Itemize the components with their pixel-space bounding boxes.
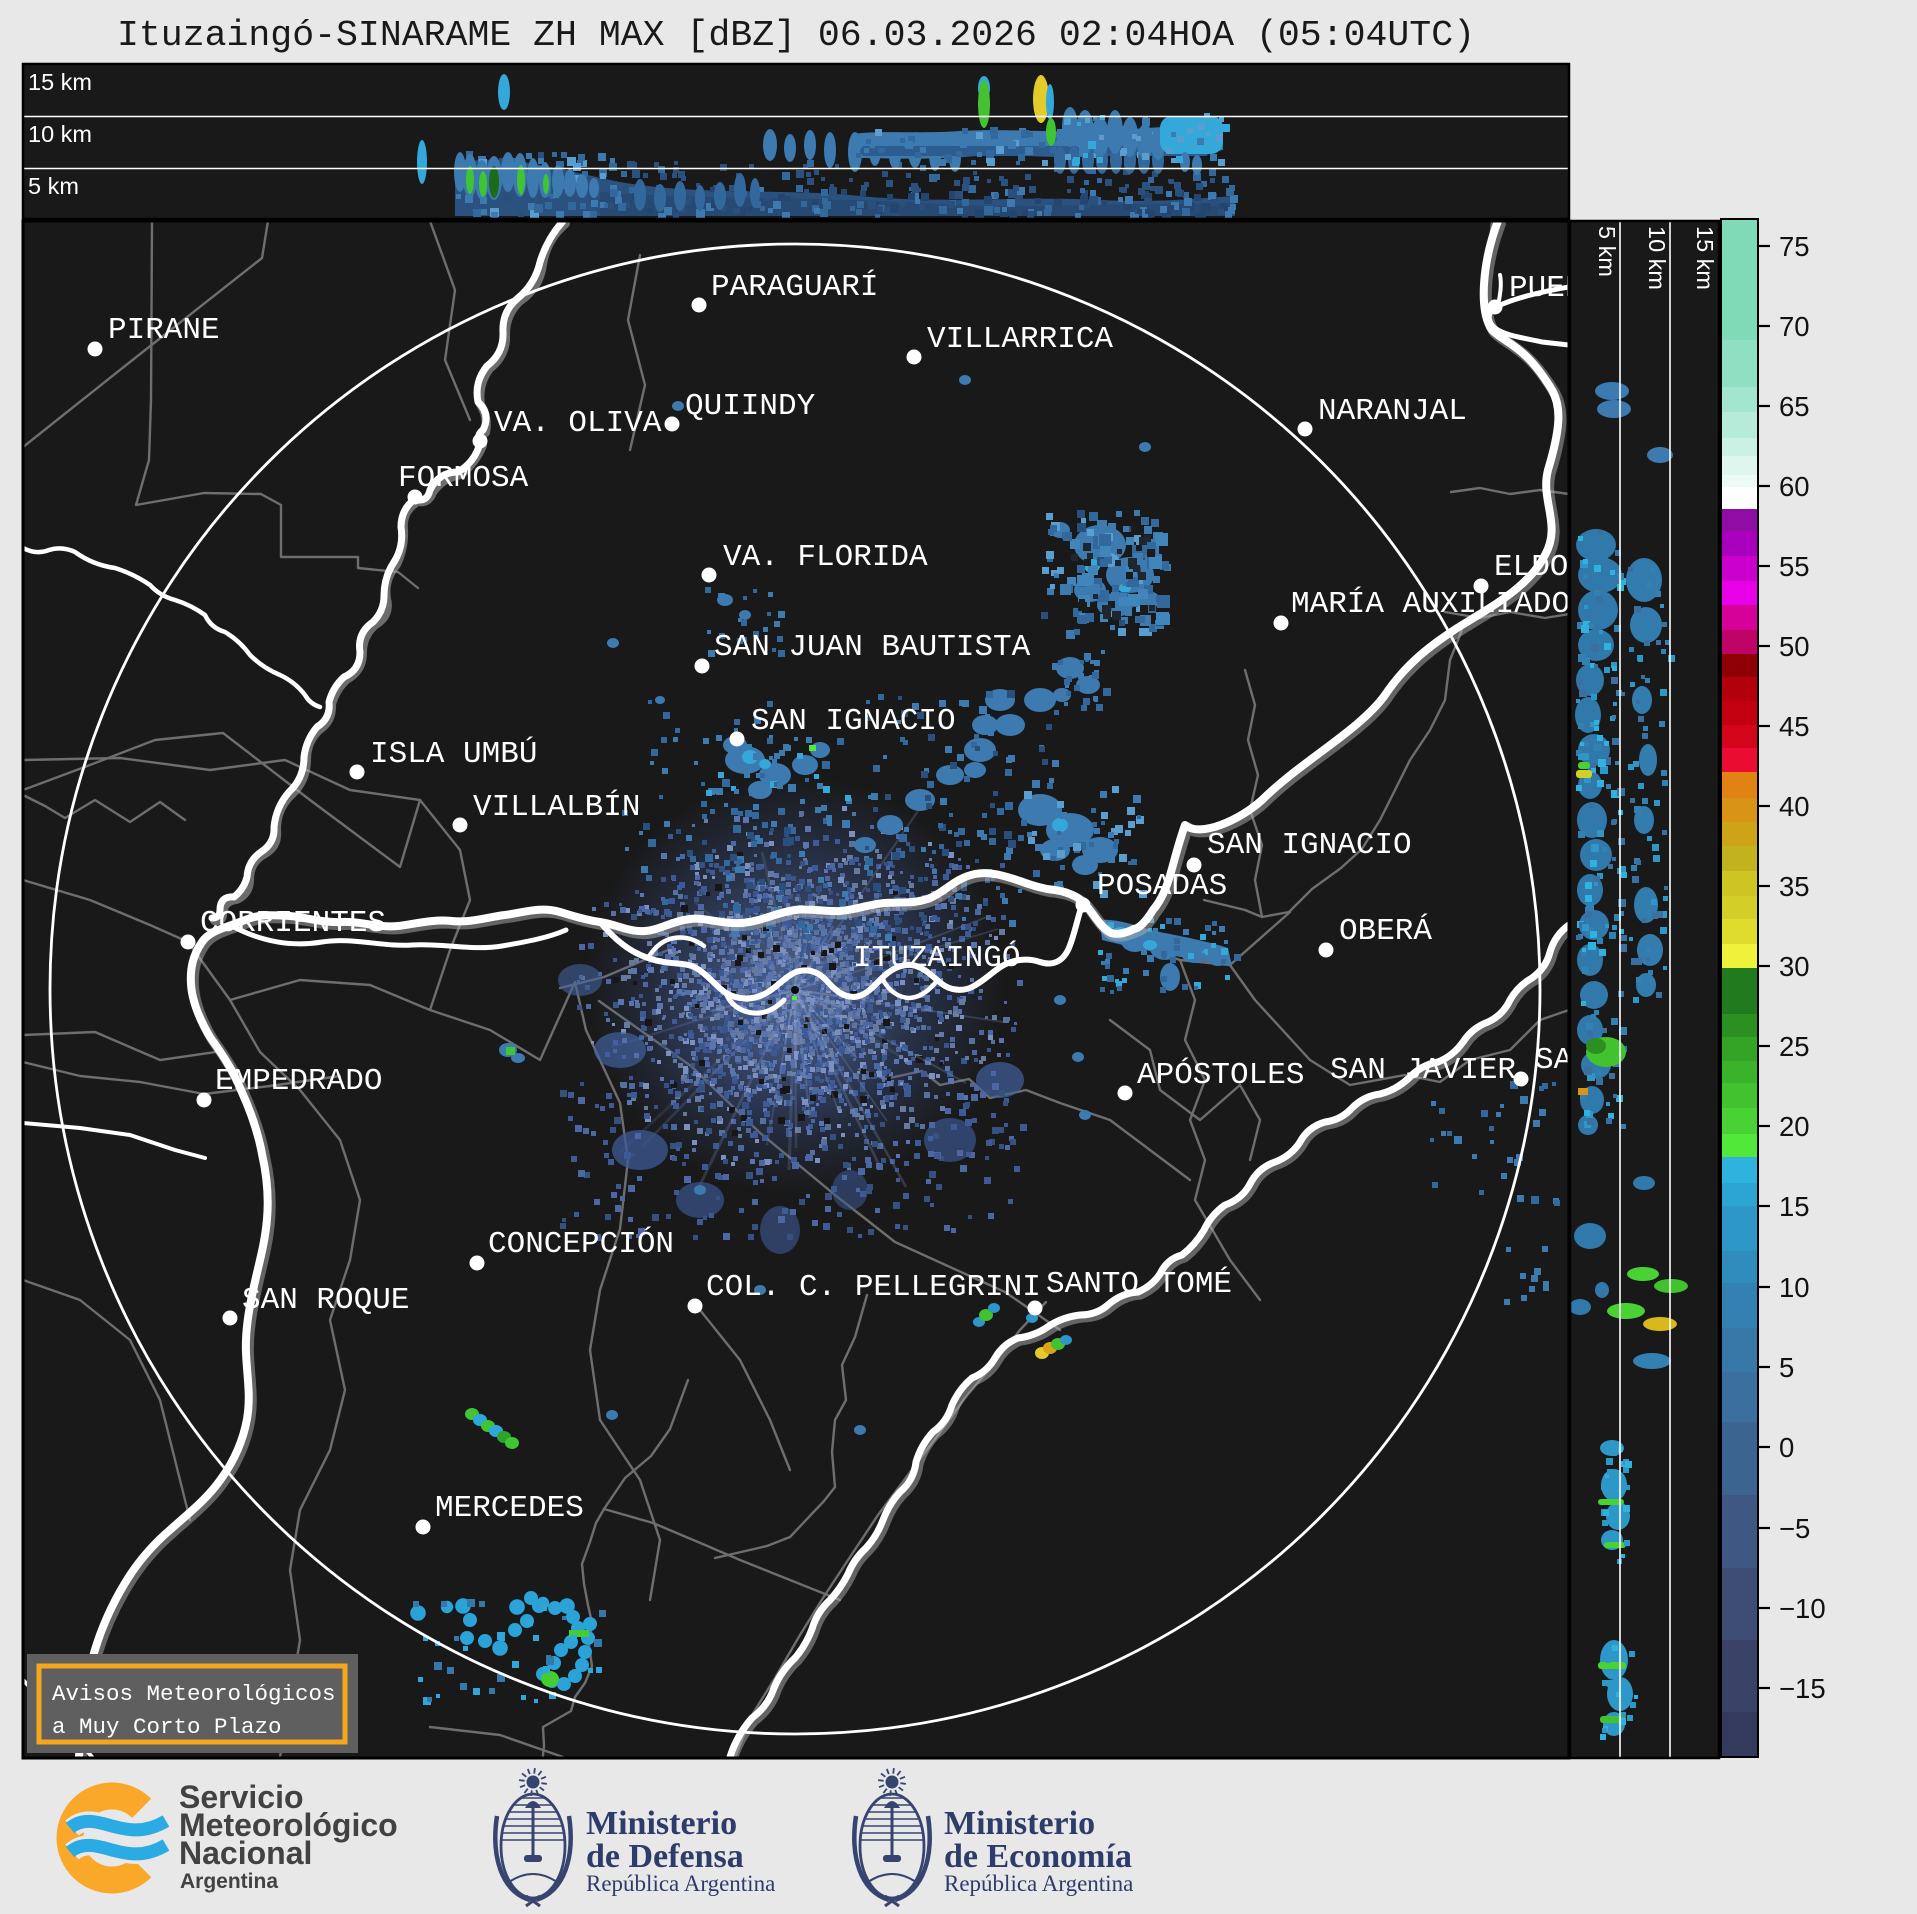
svg-text:−10: −10 <box>1779 1593 1826 1624</box>
svg-text:FORMOSA: FORMOSA <box>398 461 529 496</box>
svg-text:República Argentina: República Argentina <box>586 1871 775 1896</box>
svg-text:MARÍA AUXILIADORA: MARÍA AUXILIADORA <box>1291 585 1608 622</box>
svg-text:75: 75 <box>1779 231 1810 262</box>
svg-text:a Muy Corto Plazo: a Muy Corto Plazo <box>52 1714 282 1740</box>
svg-text:VILLARRICA: VILLARRICA <box>927 322 1113 357</box>
svg-text:SAN IGNACIO: SAN IGNACIO <box>1207 828 1412 863</box>
svg-text:Nacional: Nacional <box>179 1835 312 1871</box>
svg-text:PIRANE: PIRANE <box>108 313 220 348</box>
svg-text:15: 15 <box>1779 1191 1810 1222</box>
svg-text:SA: SA <box>1535 1043 1573 1078</box>
svg-text:65: 65 <box>1779 391 1810 422</box>
svg-text:10: 10 <box>1779 1272 1810 1303</box>
svg-text:SAN IGNACIO: SAN IGNACIO <box>751 704 956 739</box>
svg-text:Servicio: Servicio <box>179 1779 304 1815</box>
svg-text:POSADAS: POSADAS <box>1097 869 1227 904</box>
svg-text:15 km: 15 km <box>1692 226 1718 290</box>
svg-text:VA. FLORIDA: VA. FLORIDA <box>723 540 928 575</box>
svg-text:5: 5 <box>1779 1352 1794 1383</box>
svg-text:50: 50 <box>1779 631 1810 662</box>
svg-text:de Economía: de Economía <box>944 1838 1132 1875</box>
svg-text:EMPEDRADO: EMPEDRADO <box>215 1064 382 1099</box>
svg-text:PUERTO: PUERTO <box>1509 271 1621 306</box>
svg-text:35: 35 <box>1779 871 1810 902</box>
svg-text:NARANJAL: NARANJAL <box>1318 394 1467 429</box>
svg-text:30: 30 <box>1779 951 1810 982</box>
svg-text:SAN ROQUE: SAN ROQUE <box>242 1283 409 1318</box>
svg-text:ISLA UMBÚ: ISLA UMBÚ <box>370 735 537 772</box>
svg-text:República Argentina: República Argentina <box>944 1871 1133 1896</box>
svg-text:5 km: 5 km <box>1594 226 1620 277</box>
svg-text:0: 0 <box>1779 1432 1794 1463</box>
svg-text:40: 40 <box>1779 791 1810 822</box>
svg-text:ELDORADO: ELDORADO <box>1494 550 1643 585</box>
svg-text:−5: −5 <box>1779 1513 1810 1544</box>
svg-text:55: 55 <box>1779 551 1810 582</box>
svg-text:APÓSTOLES: APÓSTOLES <box>1137 1056 1304 1093</box>
svg-text:CORRIENTES: CORRIENTES <box>200 906 386 941</box>
svg-text:CONCEPCIÓN: CONCEPCIÓN <box>488 1225 674 1262</box>
svg-text:45: 45 <box>1779 711 1810 742</box>
svg-text:5 km: 5 km <box>28 173 79 199</box>
svg-text:Ministerio: Ministerio <box>944 1805 1095 1842</box>
svg-text:Argentina: Argentina <box>180 1870 278 1893</box>
svg-text:Ituzaingó-SINARAME ZH MAX [dBZ: Ituzaingó-SINARAME ZH MAX [dBZ] 06.03.20… <box>117 15 1475 56</box>
svg-text:Ministerio: Ministerio <box>586 1805 737 1842</box>
svg-text:10 km: 10 km <box>28 121 92 147</box>
svg-text:15 km: 15 km <box>28 69 92 95</box>
svg-text:VA. OLIVA: VA. OLIVA <box>494 406 662 441</box>
svg-text:ITUZAINGÓ: ITUZAINGÓ <box>853 939 1020 976</box>
svg-text:10 km: 10 km <box>1644 226 1670 290</box>
svg-text:QUIINDY: QUIINDY <box>685 389 816 424</box>
svg-text:Avisos Meteorológicos: Avisos Meteorológicos <box>52 1681 336 1707</box>
svg-text:SANTO TOMÉ: SANTO TOMÉ <box>1046 1265 1232 1302</box>
svg-text:MERCEDES: MERCEDES <box>435 1491 584 1526</box>
svg-text:de Defensa: de Defensa <box>586 1838 744 1875</box>
svg-text:−15: −15 <box>1779 1673 1826 1704</box>
svg-text:OBERÁ: OBERÁ <box>1339 912 1432 949</box>
svg-text:Meteorológico: Meteorológico <box>179 1807 398 1843</box>
svg-text:COL. C. PELLEGRINI: COL. C. PELLEGRINI <box>706 1270 1041 1305</box>
svg-text:SAN JUAN BAUTISTA: SAN JUAN BAUTISTA <box>714 630 1031 665</box>
svg-text:25: 25 <box>1779 1031 1810 1062</box>
svg-text:70: 70 <box>1779 311 1810 342</box>
svg-text:PARAGUARÍ: PARAGUARÍ <box>711 268 878 305</box>
svg-text:VILLALBÍN: VILLALBÍN <box>473 788 640 825</box>
svg-text:60: 60 <box>1779 471 1810 502</box>
svg-text:SAN JAVIER: SAN JAVIER <box>1330 1053 1516 1088</box>
svg-text:20: 20 <box>1779 1111 1810 1142</box>
